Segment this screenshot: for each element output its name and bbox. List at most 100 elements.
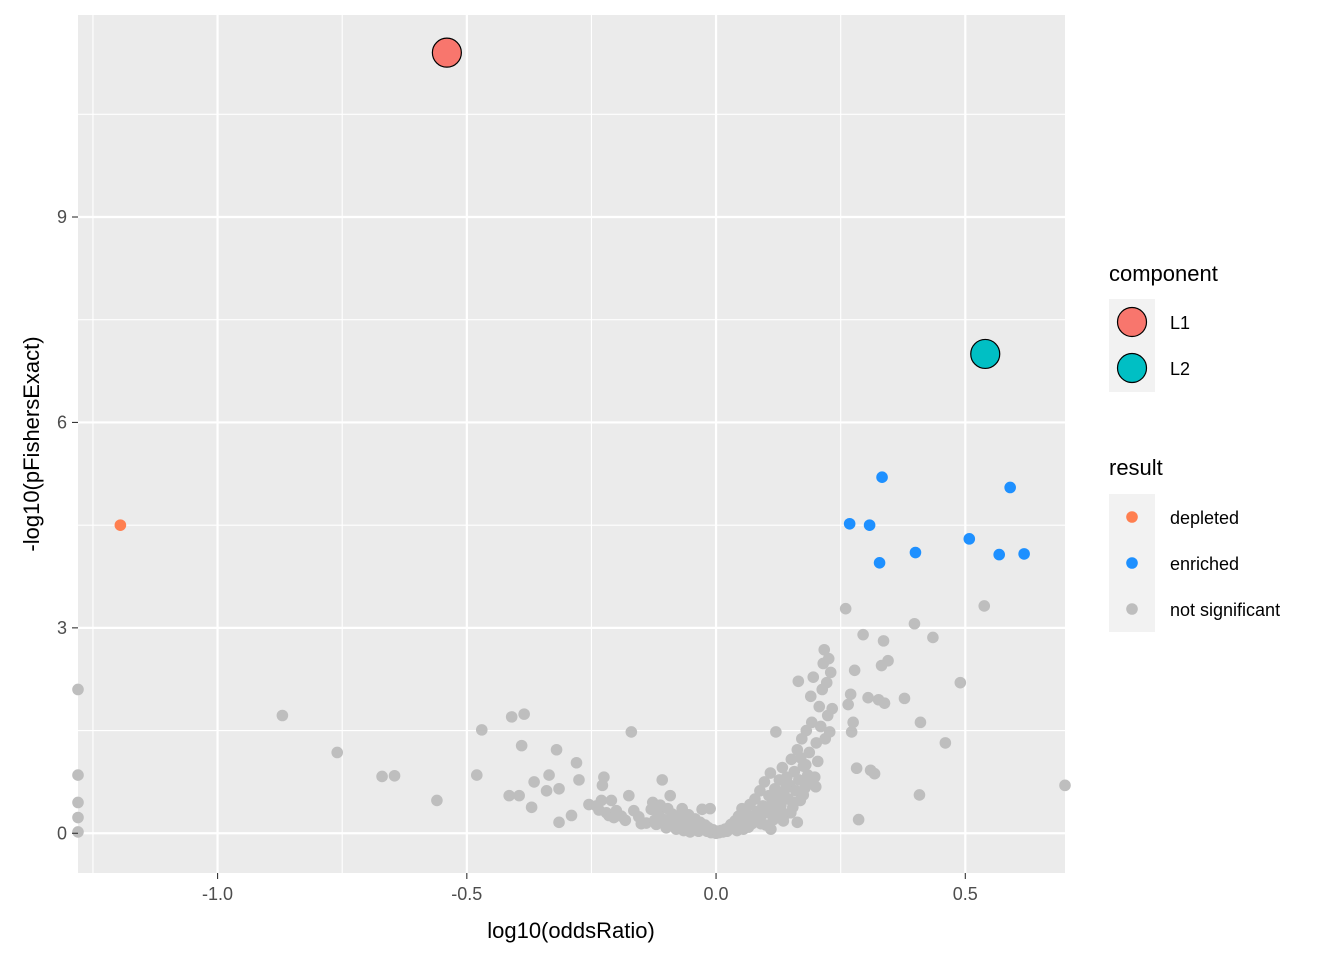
point-not-significant (762, 806, 775, 819)
minor-grid (78, 15, 1065, 873)
point-not-significant (540, 785, 553, 797)
point-not-significant (331, 746, 344, 759)
legend-label-L1: L1 (1170, 313, 1190, 333)
point-enriched (1018, 548, 1030, 560)
point-not-significant (543, 769, 555, 781)
point-enriched (873, 557, 886, 569)
y-tick-label: 9 (57, 207, 67, 227)
point-enriched (843, 517, 856, 530)
point-not-significant (862, 691, 874, 704)
point-not-significant (785, 753, 798, 766)
point-not-significant (787, 796, 800, 809)
point-not-significant (777, 815, 790, 827)
legend-key-enriched (1126, 557, 1138, 569)
point-not-significant (810, 737, 823, 749)
point-not-significant (619, 814, 632, 827)
point-not-significant (823, 726, 836, 738)
point-not-significant (553, 782, 565, 795)
point-not-significant (72, 796, 84, 809)
point-not-significant (553, 816, 565, 829)
point-not-significant (847, 716, 859, 729)
point-not-significant (656, 774, 669, 786)
point-not-significant (785, 806, 797, 819)
point-not-significant (770, 726, 782, 738)
legend-key-L1 (1116, 306, 1148, 338)
x-tick-label: 0.0 (704, 884, 729, 904)
point-not-significant (503, 789, 515, 802)
y-axis-title: -log10(pFishersExact) (19, 336, 44, 551)
x-axis-title: log10(oddsRatio) (487, 918, 655, 943)
legend-label-L2: L2 (1170, 359, 1190, 379)
point-not-significant (625, 726, 638, 738)
data-points (72, 471, 1071, 840)
x-tick-label: 0.5 (953, 884, 978, 904)
point-not-significant (791, 816, 804, 829)
point-not-significant (573, 774, 585, 786)
legend-key-depleted (1126, 511, 1138, 523)
point-enriched (909, 546, 922, 559)
point-not-significant (807, 671, 820, 683)
point-not-significant (765, 823, 777, 835)
point-not-significant (525, 801, 538, 814)
point-not-significant (598, 771, 610, 783)
point-not-significant (803, 746, 816, 759)
y-tick-label: 0 (57, 823, 67, 843)
point-not-significant (913, 789, 926, 801)
point-not-significant (877, 635, 890, 647)
point-not-significant (792, 675, 805, 688)
point-not-significant (878, 697, 891, 709)
point-not-significant (431, 794, 443, 807)
legend-label-not-significant: not significant (1170, 600, 1280, 620)
point-not-significant (515, 739, 528, 752)
point-not-significant (850, 762, 863, 775)
point-not-significant (820, 676, 833, 689)
point-not-significant (882, 654, 894, 667)
point-enriched (993, 548, 1005, 561)
point-not-significant (470, 769, 483, 781)
point-not-significant (518, 708, 530, 720)
point-not-significant (72, 769, 84, 781)
plot-panel (78, 15, 1065, 873)
point-enriched (863, 519, 876, 531)
point-not-significant (388, 769, 401, 782)
point-not-significant (800, 724, 813, 737)
point-not-significant (764, 767, 777, 779)
point-not-significant (842, 698, 854, 711)
point-not-significant (745, 811, 757, 823)
y-tick-label: 3 (57, 618, 67, 638)
point-depleted (114, 519, 127, 531)
point-not-significant (276, 709, 289, 722)
point-enriched (1004, 481, 1016, 494)
legend-key-L2 (1116, 352, 1148, 384)
legend-title-result: result (1109, 455, 1163, 480)
point-not-significant (797, 789, 810, 801)
point-not-significant (776, 761, 789, 774)
point-not-significant (811, 755, 824, 768)
point-not-significant (954, 676, 967, 689)
point-not-significant (72, 683, 84, 696)
point-not-significant (822, 652, 835, 665)
point-not-significant (845, 726, 858, 738)
x-tick-label: -1.0 (202, 884, 233, 904)
point-not-significant (605, 794, 618, 807)
point-not-significant (824, 666, 837, 679)
point-not-significant (664, 789, 676, 802)
y-axis: 0 3 6 9 (57, 207, 78, 843)
point-not-significant (623, 789, 635, 802)
point-not-significant (939, 737, 952, 749)
point-not-significant (565, 809, 578, 822)
point-not-significant (914, 716, 927, 729)
point-not-significant (704, 802, 716, 815)
component-point-L1 (431, 37, 462, 68)
point-not-significant (758, 776, 771, 788)
point-not-significant (799, 759, 812, 771)
point-not-significant (805, 716, 818, 729)
point-not-significant (72, 826, 84, 838)
point-not-significant (978, 600, 991, 612)
legend-key-not-significant (1126, 603, 1138, 615)
point-not-significant (898, 692, 911, 705)
point-enriched (963, 533, 976, 545)
legend-title-component: component (1109, 261, 1218, 286)
point-not-significant (505, 711, 518, 723)
